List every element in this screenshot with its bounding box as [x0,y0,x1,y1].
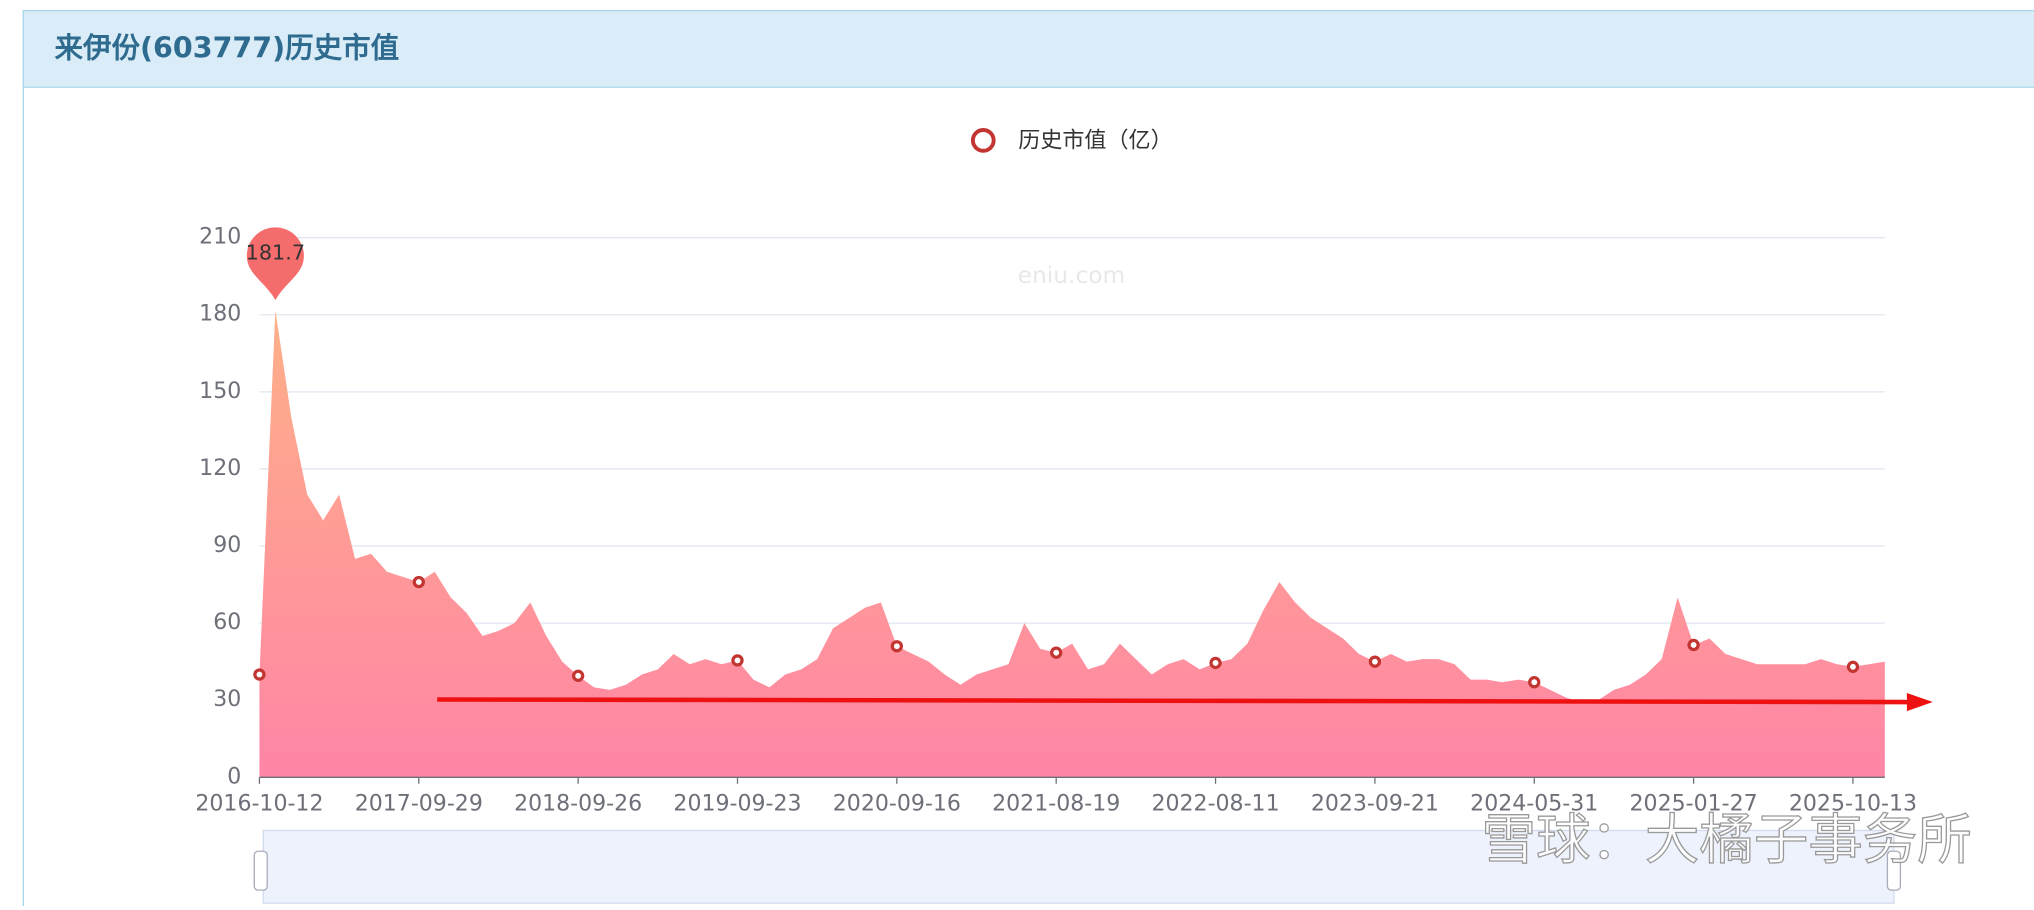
data-point [253,668,266,681]
y-tick-label: 90 [213,533,241,558]
data-point [1687,638,1700,652]
annotation-arrowhead [1906,692,1933,712]
x-tick-label: 2025-10-13 [1789,792,1917,817]
data-point [890,640,904,653]
x-tick-label: 2024-05-31 [1470,792,1598,817]
x-tick-label: 2025-01-27 [1630,792,1758,817]
data-point [1846,660,1860,673]
y-tick-label: 120 [199,456,241,481]
data-point [571,669,585,682]
y-tick-label: 180 [199,302,241,327]
y-tick-label: 0 [227,764,241,789]
area [259,310,1885,778]
x-tick-label: 2017-09-29 [355,792,483,817]
data-point [1050,646,1063,659]
watermark: eniu.com [1018,261,1126,289]
x-tick-label: 2023-09-21 [1311,792,1439,817]
watermark: 雪球：大橘子事务所 [1482,808,1972,872]
x-tick-label: 2016-10-12 [195,792,323,817]
data-point [1209,656,1222,670]
data-point [731,654,744,667]
x-tick-label: 2020-09-16 [833,792,961,817]
y-tick-label: 210 [199,225,241,250]
max-pin [246,227,304,301]
y-tick-label: 60 [213,610,241,635]
x-tick-label: 2022-08-11 [1151,792,1279,817]
max-label: 181.7 [246,240,305,264]
panel-header [22,10,2034,88]
x-tick-label: 2021-08-19 [992,792,1120,817]
x-tick-label: 2018-09-26 [514,792,642,817]
x-tick-label: 2019-09-23 [673,792,801,817]
data-point [412,575,425,589]
legend-icon[interactable] [970,128,996,153]
data-point [1368,655,1382,668]
y-tick-label: 150 [199,379,241,404]
annotation-arrow [437,697,1910,705]
zoom-handle[interactable] [253,850,268,891]
data-point [1528,676,1541,689]
y-tick-label: 30 [213,687,241,712]
legend-label[interactable]: 历史市值（亿） [1018,129,1172,154]
panel-title: 来伊份(603777)历史市值 [54,32,399,65]
zoom-handle[interactable] [1886,850,1902,891]
